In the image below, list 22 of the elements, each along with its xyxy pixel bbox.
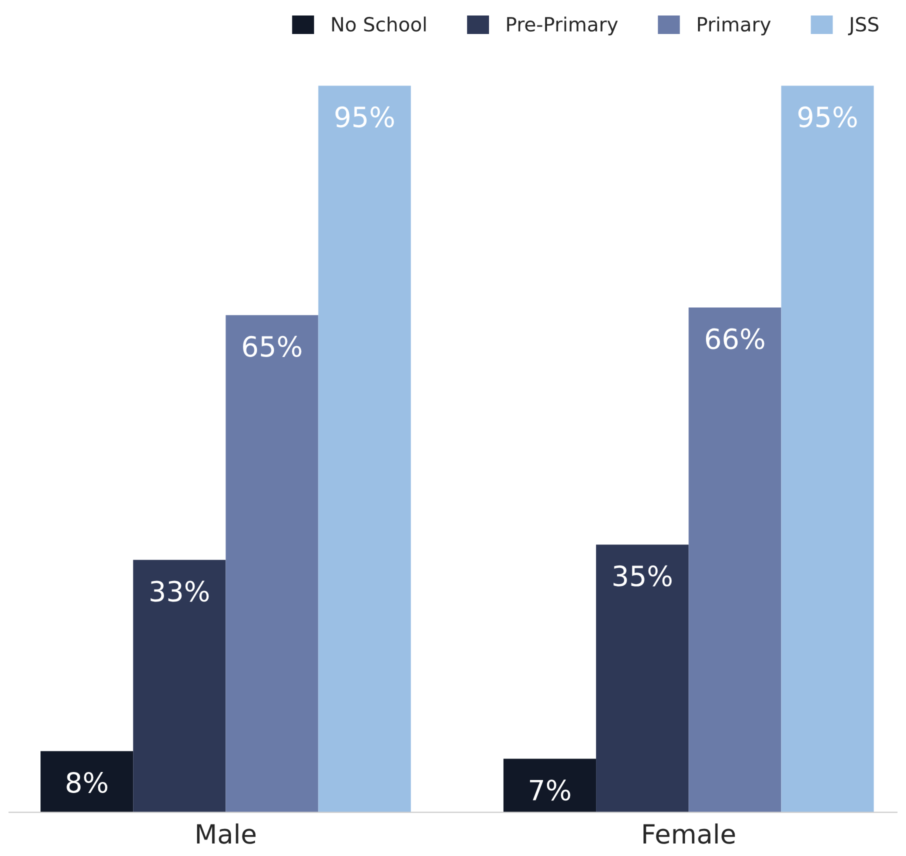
data-label: 66% (706, 328, 764, 350)
x-tick-label: Female (644, 823, 735, 844)
data-label: 33% (150, 580, 209, 602)
bar (688, 307, 782, 812)
data-label: 95% (335, 106, 394, 128)
bar (503, 758, 596, 812)
data-label: 65% (243, 336, 302, 357)
bar (226, 315, 318, 812)
data-label: 95% (798, 106, 857, 128)
legend-label: No School (332, 16, 426, 32)
legend-label: JSS (848, 16, 878, 36)
bar (133, 560, 226, 812)
bar (318, 86, 411, 812)
data-label: 35% (614, 565, 672, 586)
bar (596, 544, 689, 812)
legend-label: Pre-Primary (507, 16, 618, 36)
x-tick-label: Male (197, 823, 256, 844)
data-label: 8% (66, 772, 108, 793)
bar (40, 751, 134, 812)
data-label: 7% (530, 780, 570, 801)
legend-label: Primary (698, 16, 771, 36)
bar (781, 86, 874, 812)
